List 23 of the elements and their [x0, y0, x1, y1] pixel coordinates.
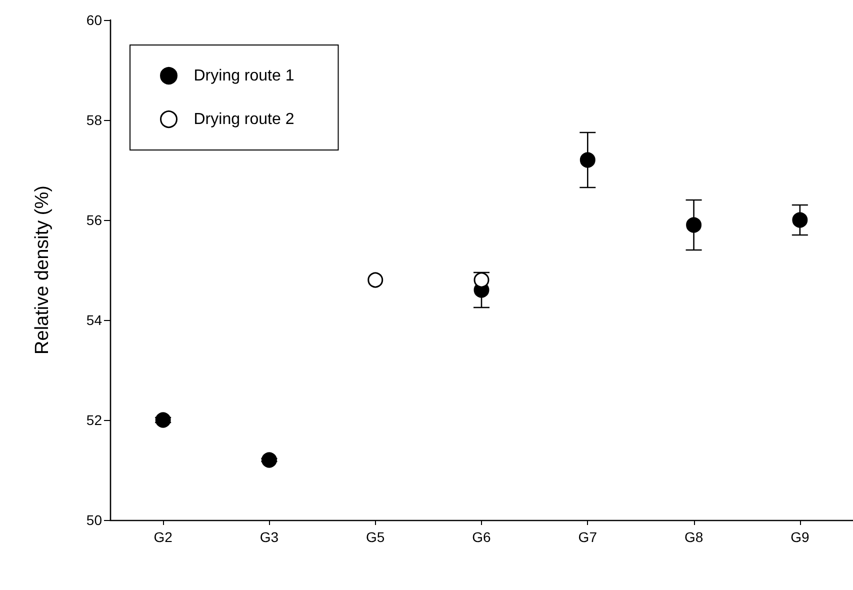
y-tick-label: 60: [86, 12, 102, 28]
legend-label: Drying route 1: [194, 67, 294, 84]
x-tick-label: G9: [790, 529, 810, 545]
point: [261, 452, 277, 468]
legend-label: Drying route 2: [194, 110, 294, 128]
y-tick-label: 52: [86, 412, 102, 428]
x-tick-label: G2: [154, 529, 173, 545]
y-tick-label: 58: [86, 112, 102, 128]
x-tick-label: G3: [260, 529, 279, 545]
y-tick-label: 54: [86, 312, 102, 328]
point: [580, 152, 596, 168]
x-tick-label: G5: [366, 529, 385, 545]
y-tick-label: 50: [86, 512, 102, 528]
x-tick-label: G6: [472, 529, 492, 545]
point: [686, 217, 702, 233]
point: [792, 212, 808, 228]
point: [368, 272, 384, 288]
point: [474, 272, 490, 288]
x-tick-label: G8: [684, 529, 704, 545]
y-axis-title: Relative density (%): [32, 186, 53, 354]
x-tick-label: G7: [578, 529, 598, 545]
y-tick-label: 56: [86, 212, 102, 228]
point: [155, 412, 171, 428]
